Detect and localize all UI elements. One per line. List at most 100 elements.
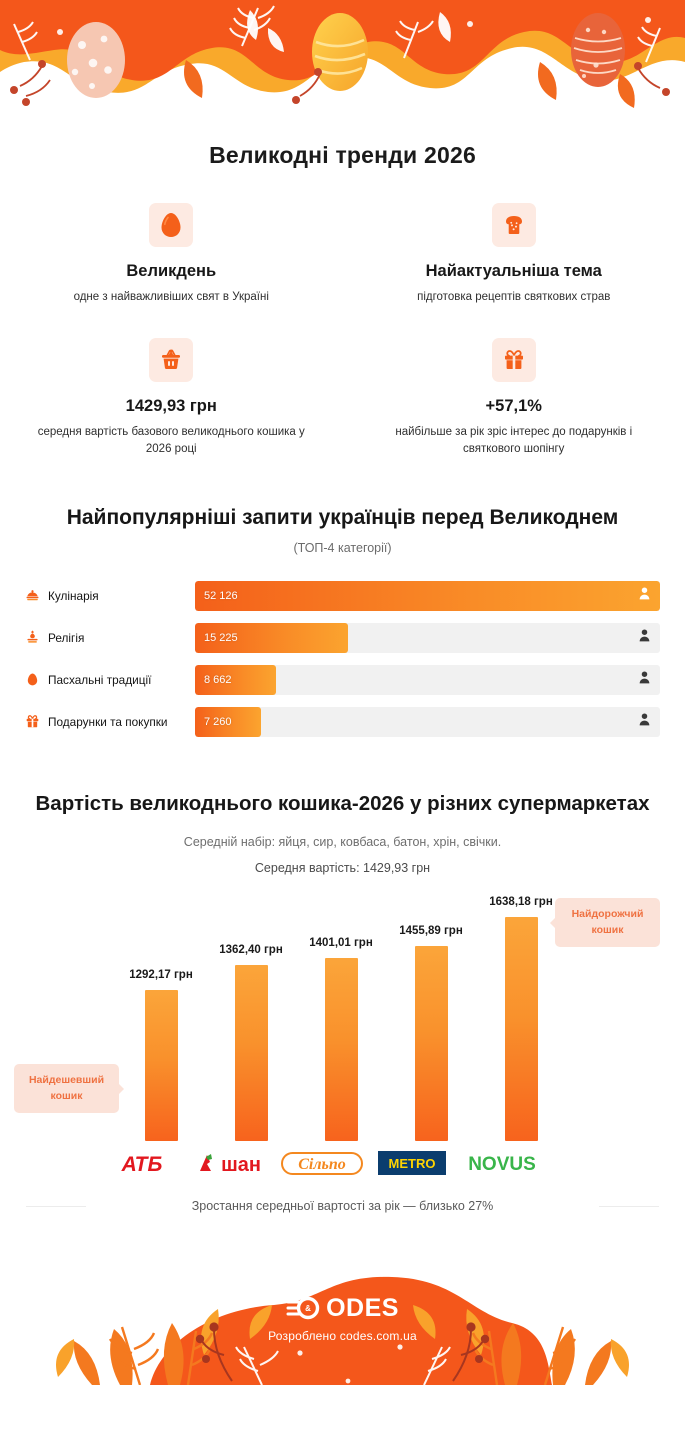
- bar-fill: [195, 706, 262, 737]
- column-value: 1362,40 грн: [219, 943, 283, 956]
- bar-value: 8 662: [204, 673, 232, 686]
- horizontal-bar-chart: Кулінарія 52 126 Релігія: [0, 580, 685, 738]
- person-icon: [639, 671, 650, 689]
- bar-track: 52 126: [195, 580, 660, 611]
- column-bar: [234, 964, 268, 1141]
- basket-icon: [149, 337, 194, 382]
- bar-track: 8 662: [195, 664, 660, 695]
- stat-title: Великдень: [126, 262, 217, 280]
- svg-text:METRO: METRO: [389, 1156, 436, 1171]
- chart-column: 1362,40 грн: [219, 891, 283, 1141]
- stat-title: +57,1%: [485, 396, 542, 415]
- svg-text:Сільпо: Сільпо: [298, 1156, 346, 1173]
- stat-title: Найактуальніша тема: [425, 262, 602, 280]
- chart-column: 1292,17 грн: [129, 891, 193, 1141]
- bar-fill: [195, 622, 349, 653]
- bar-row: Подарунки та покупки 7 260: [25, 706, 660, 738]
- stat-card-topic: Найактуальніша тема підготовка рецептів …: [343, 203, 685, 306]
- bar-category-text: Релігія: [48, 630, 85, 645]
- stat-subtitle: підготовка рецептів святкових страв: [417, 290, 611, 303]
- stat-card-gift-growth: +57,1% найбільше за рік зріс інтерес до …: [343, 337, 685, 458]
- footer-art: [56, 1276, 629, 1385]
- chart-column: 1401,01 грн: [309, 891, 373, 1141]
- section-title-queries: Найпопулярніші запити українців перед Ве…: [66, 506, 619, 529]
- basket-average-note: Середня вартість: 1429,93 грн: [254, 860, 431, 875]
- basket-price-section: Вартість великоднього кошика-2026 у різн…: [0, 790, 685, 1213]
- egg-icon: [25, 672, 40, 687]
- bar-row: Пасхальні традиції 8 662: [25, 664, 660, 696]
- popular-queries-section: Найпопулярніші запити українців перед Ве…: [0, 504, 685, 738]
- brand-name: ODES: [326, 1293, 399, 1322]
- cake-icon: [25, 588, 40, 603]
- gift-icon: [25, 714, 40, 729]
- person-icon: [639, 713, 650, 731]
- bar-track: 7 260: [195, 706, 660, 737]
- footnote-text: Зростання середньої вартості за рік — бл…: [191, 1198, 494, 1213]
- bar-value: 7 260: [204, 715, 232, 728]
- logo-ashan: шан: [193, 1141, 271, 1185]
- column-bar: [504, 916, 538, 1141]
- stat-subtitle: найбільше за рік зріс інтерес до подарун…: [395, 425, 633, 455]
- bar-track: 15 225: [195, 622, 660, 653]
- footer-decorative-banner: & ODES Розроблено codes.com.ua: [0, 1235, 685, 1385]
- top-decorative-banner: [0, 0, 685, 120]
- chart-column: 1638,18 грн: [489, 891, 553, 1141]
- brand-lockup: & ODES: [286, 1294, 399, 1323]
- column-value: 1292,17 грн: [129, 968, 193, 981]
- egg-icon: [149, 203, 194, 247]
- supermarket-logos: АТБ шан Сільпо METRO NOVUS: [0, 1141, 685, 1185]
- bar-category-text: Кулінарія: [48, 588, 99, 603]
- column-bar: [324, 957, 358, 1141]
- logo-novus: NOVUS: [458, 1141, 546, 1185]
- section-subtitle-queries: (ТОП-4 категорії): [293, 540, 392, 555]
- gift-icon: [491, 337, 536, 382]
- brand-url: Розроблено codes.com.ua: [268, 1328, 417, 1343]
- logo-silpo: Сільпо: [280, 1141, 364, 1185]
- basket-set-note: Середній набір: яйця, сир, ковбаса, бато…: [183, 834, 502, 849]
- column-value: 1401,01 грн: [309, 936, 373, 949]
- footer-brand: & ODES Розроблено codes.com.ua: [0, 1294, 685, 1343]
- bar-value: 52 126: [204, 589, 238, 602]
- church-icon: [25, 630, 40, 645]
- stat-subtitle: середня вартість базового великоднього к…: [37, 425, 305, 455]
- svg-text:NOVUS: NOVUS: [468, 1154, 536, 1175]
- divider-left: [26, 1205, 86, 1207]
- badge-most-expensive-basket: Найдорожчий кошик: [550, 898, 660, 947]
- divider-right: [599, 1205, 659, 1207]
- bar-category-text: Пасхальні традиції: [48, 672, 152, 687]
- person-icon: [639, 629, 650, 647]
- logo-atb: АТБ: [111, 1141, 173, 1185]
- bar-category-label: Пасхальні традиції: [25, 672, 195, 687]
- bar-category-text: Подарунки та покупки: [48, 714, 168, 729]
- stat-card-basket-price: 1429,93 грн середня вартість базового ве…: [0, 337, 343, 458]
- svg-text:АТБ: АТБ: [121, 1153, 163, 1176]
- bar-category-label: Подарунки та покупки: [25, 714, 195, 729]
- stat-title: 1429,93 грн: [125, 396, 217, 415]
- stat-subtitle: одне з найважливіших свят в Україні: [73, 290, 269, 303]
- stat-card-easter: Великдень одне з найважливіших свят в Ук…: [0, 203, 343, 306]
- bar-fill: [195, 580, 660, 611]
- bar-category-label: Релігія: [25, 630, 195, 645]
- svg-text:&: &: [305, 1304, 311, 1313]
- vertical-bar-chart: 1292,17 грн 1362,40 грн 1401,01 грн 1455…: [0, 891, 685, 1141]
- stats-grid: Великдень одне з найважливіших свят в Ук…: [0, 203, 685, 458]
- logo-metro: METRO: [378, 1141, 446, 1185]
- bar-row: Релігія 15 225: [25, 622, 660, 654]
- bar-value: 15 225: [204, 631, 238, 644]
- bar-row: Кулінарія 52 126: [25, 580, 660, 612]
- column-bar: [414, 945, 448, 1141]
- column-bar: [144, 989, 178, 1141]
- banner-art: [0, 0, 685, 108]
- svg-text:шан: шан: [221, 1154, 261, 1176]
- bread-icon: [491, 203, 536, 247]
- column-value: 1455,89 грн: [399, 924, 463, 937]
- column-value: 1638,18 грн: [489, 895, 553, 908]
- badge-cheapest-basket: Найдешевший кошик: [14, 1064, 124, 1113]
- bar-category-label: Кулінарія: [25, 588, 195, 603]
- page-title: Великодні тренди 2026: [209, 142, 476, 168]
- codes-mark-icon: &: [286, 1297, 320, 1320]
- basket-growth-footnote: Зростання середньої вартості за рік — бл…: [0, 1199, 685, 1213]
- person-icon: [639, 587, 650, 605]
- section-title-baskets: Вартість великоднього кошика-2026 у різн…: [35, 791, 650, 815]
